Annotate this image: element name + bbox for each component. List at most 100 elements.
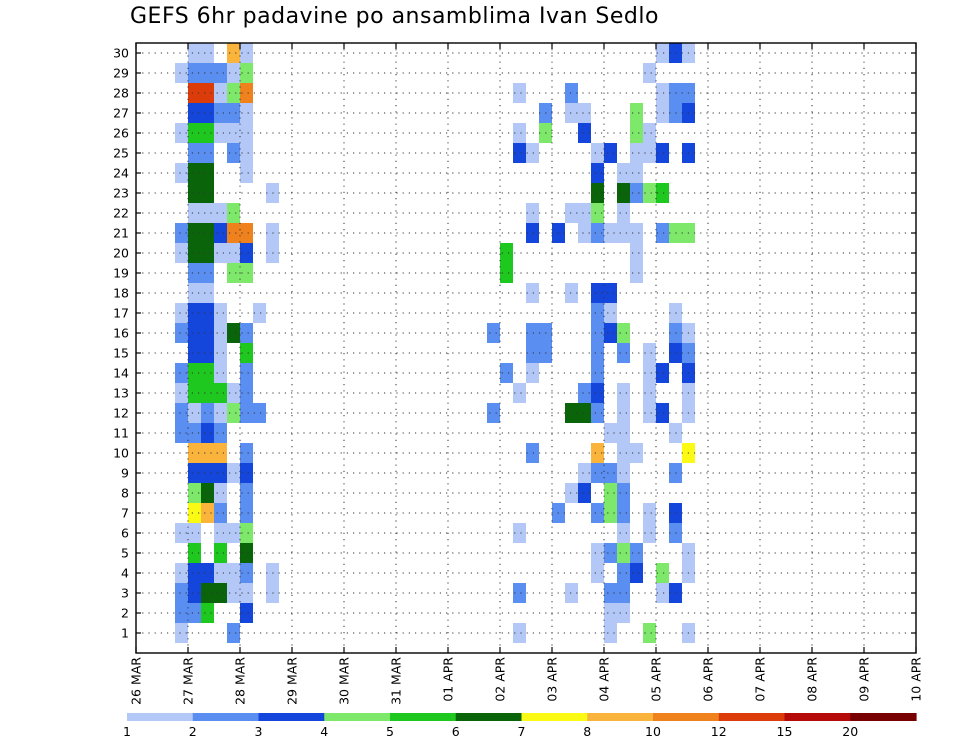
heatmap-cell [578,483,591,503]
heatmap-cell [240,443,253,463]
heatmap-cell [513,383,526,403]
heatmap-cell [578,123,591,143]
y-tick-label: 6 [121,526,129,541]
heatmap-cell [227,103,240,123]
heatmap-cell [175,323,188,343]
heatmap-cell [591,403,604,423]
heatmap-cell [656,43,669,63]
heatmap-cell [175,623,188,643]
heatmap-cell [201,383,214,403]
heatmap-cell [188,63,201,83]
heatmap-cell [487,403,500,423]
y-tick-label: 14 [113,366,129,381]
x-tick-label: 08 APR [805,657,820,702]
y-tick-label: 1 [121,626,129,641]
y-tick-label: 2 [121,606,129,621]
x-tick-label: 01 APR [441,657,456,702]
y-tick-label: 20 [113,246,129,261]
y-tick-label: 19 [113,266,129,281]
heatmap-cell [175,163,188,183]
heatmap-cell [188,83,201,103]
heatmap-cell [591,543,604,563]
y-tick-label: 8 [121,486,129,501]
heatmap-cells [175,43,695,643]
heatmap-cell [214,203,227,223]
heatmap-cell [227,563,240,583]
heatmap-cell [591,303,604,323]
legend-label: 4 [320,724,328,739]
color-legend: 1 2 3 4 5 6 7 8 10 12 15 20 [123,713,917,739]
heatmap-cell [227,623,240,643]
heatmap-cell [526,223,539,243]
heatmap-cell [214,63,227,83]
heatmap-cell [578,223,591,243]
y-tick-label: 26 [113,126,129,141]
heatmap-cell [188,303,201,323]
y-tick-label: 3 [121,586,129,601]
heatmap-cell [201,503,214,523]
heatmap-cell [227,243,240,263]
heatmap-cell [188,423,201,443]
heatmap-cell [214,363,227,383]
heatmap-cell [201,223,214,243]
y-tick-label: 9 [121,466,129,481]
heatmap-cell [214,563,227,583]
heatmap-cell [240,523,253,543]
heatmap-cell [201,303,214,323]
heatmap-cell [604,603,617,623]
heatmap-cell [591,163,604,183]
heatmap-cell [604,143,617,163]
heatmap-cell [240,543,253,563]
heatmap-cell [513,623,526,643]
heatmap-cell [240,163,253,183]
heatmap-cell [617,583,630,603]
heatmap-cell [617,423,630,443]
heatmap-cell [188,323,201,343]
y-tick-label: 17 [113,306,129,321]
y-tick-label: 13 [113,386,129,401]
heatmap-cell [617,443,630,463]
heatmap-cell [214,343,227,363]
x-tick-label: 29 MAR [285,657,300,705]
heatmap-cell [578,463,591,483]
heatmap-cell [214,483,227,503]
legend-label: 12 [711,724,727,739]
x-tick-label: 31 MAR [389,657,404,705]
heatmap-cell [201,63,214,83]
heatmap-cell [188,603,201,623]
heatmap-cell [604,503,617,523]
heatmap-cell [201,423,214,443]
heatmap-cell [643,403,656,423]
y-tick-label: 12 [113,406,129,421]
heatmap-cell [214,503,227,523]
heatmap-cell [201,163,214,183]
heatmap-cell [630,223,643,243]
heatmap-cell [240,383,253,403]
heatmap-cell [175,303,188,323]
heatmap-cell [604,423,617,443]
heatmap-cell [188,583,201,603]
x-tick-label: 30 MAR [337,657,352,705]
heatmap-cell [240,363,253,383]
heatmap-cell [578,403,591,423]
heatmap-cell [578,203,591,223]
heatmap-cell [240,603,253,623]
heatmap-cell [227,403,240,423]
legend-swatch [850,713,917,721]
heatmap-cell [188,543,201,563]
heatmap-cell [214,523,227,543]
heatmap-cell [175,603,188,623]
heatmap-cell [617,163,630,183]
heatmap-cell [656,563,669,583]
heatmap-cell [214,423,227,443]
heatmap-cell [214,123,227,143]
x-tick-label: 28 MAR [233,657,248,705]
x-tick-label: 10 APR [909,657,924,702]
heatmap-cell [188,503,201,523]
heatmap-cell [175,563,188,583]
heatmap-cell [656,143,669,163]
heatmap-cell [201,443,214,463]
heatmap-cell [188,343,201,363]
heatmap-cell [227,383,240,403]
